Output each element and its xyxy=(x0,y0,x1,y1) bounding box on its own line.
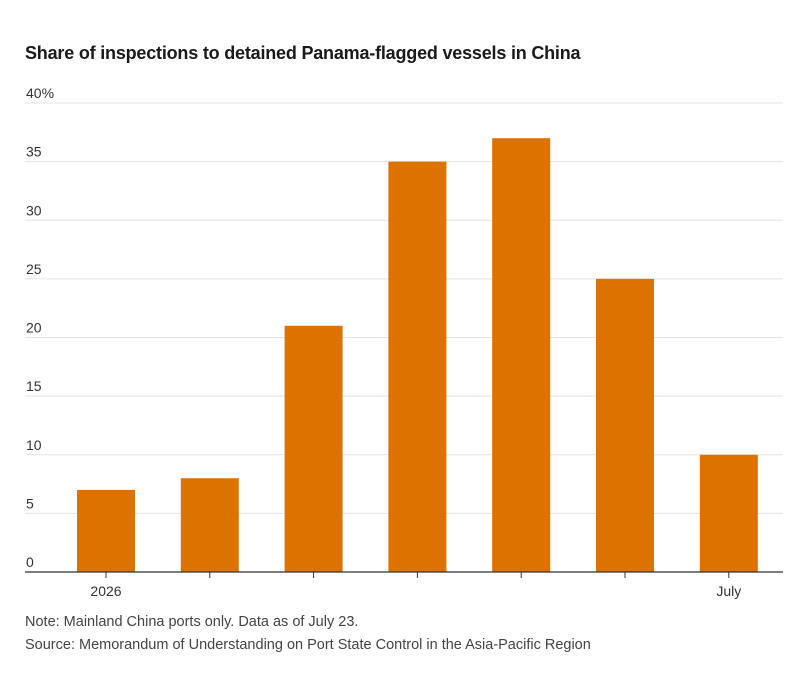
bar xyxy=(492,138,551,573)
x-tick-labels: 2026 July xyxy=(90,583,741,599)
y-tick-label: 15 xyxy=(26,378,42,394)
chart-source: Source: Memorandum of Understanding on P… xyxy=(25,637,591,653)
chart-note: Note: Mainland China ports only. Data as… xyxy=(25,614,359,630)
y-tick-label: 35 xyxy=(26,144,42,160)
y-tick-label: 25 xyxy=(26,261,42,277)
y-tick-label: 10 xyxy=(26,437,42,453)
y-tick-label: 20 xyxy=(26,320,42,336)
bar xyxy=(180,478,239,572)
y-tick-label: 5 xyxy=(26,495,34,511)
bar xyxy=(699,454,758,572)
y-tick-labels: 0 5 10 15 20 25 30 35 40% xyxy=(26,85,54,570)
bar xyxy=(77,489,135,572)
bars-layer xyxy=(77,138,758,573)
y-tick-label: 40% xyxy=(26,85,54,101)
y-tick-label: 30 xyxy=(26,202,42,218)
chart-title: Share of inspections to detained Panama-… xyxy=(25,43,581,63)
bar xyxy=(388,161,447,572)
x-tick-label: July xyxy=(716,583,741,599)
bar xyxy=(596,278,654,572)
bar xyxy=(284,325,343,572)
y-tick-label: 0 xyxy=(26,554,34,570)
x-tick-label: 2026 xyxy=(90,583,121,599)
axis-layer xyxy=(25,571,783,578)
